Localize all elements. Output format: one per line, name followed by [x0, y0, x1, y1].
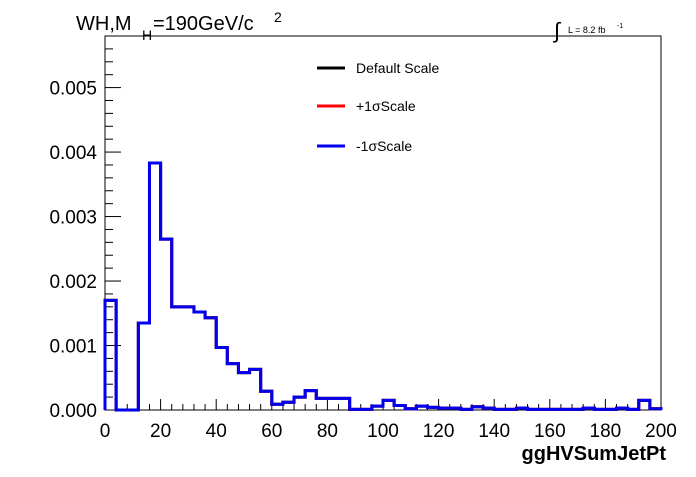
x-tick-label: 60: [261, 421, 282, 442]
lumi-text: L = 8.2 fb: [568, 25, 605, 35]
title-superscript: 2: [274, 9, 282, 25]
x-tick-label: 80: [317, 421, 338, 442]
title-rest: =190GeV/c: [153, 13, 254, 35]
y-tick-label: 0.000: [49, 401, 97, 422]
legend-entry-label: +1σScale: [356, 98, 416, 114]
title-main: WH,M: [76, 13, 132, 35]
legend-entry-label: Default Scale: [356, 60, 439, 76]
integral-sign: ∫: [552, 18, 562, 43]
luminosity-label: ∫ L = 8.2 fb -1: [552, 18, 623, 43]
x-tick-label: 0: [100, 421, 111, 442]
x-tick-label: 180: [590, 421, 622, 442]
y-tick-label: 0.005: [49, 79, 97, 100]
title-subscript: H: [142, 27, 152, 43]
x-tick-label: 160: [534, 421, 566, 442]
legend-entry-label: -1σScale: [356, 138, 412, 154]
x-tick-label: 40: [206, 421, 227, 442]
x-tick-label: 100: [367, 421, 399, 442]
legend: Default Scale +1σScale -1σScale: [317, 60, 439, 154]
y-tick-label: 0.001: [49, 337, 97, 358]
y-tick-label: 0.003: [49, 208, 97, 229]
axes: 0 20 40 60 80 100 120 140 160 180 200 0.000 0.001 0.0…: [49, 35, 677, 442]
y-tick-label: 0.002: [49, 272, 97, 293]
x-axis-label: ggHVSumJetPt: [522, 443, 667, 465]
x-tick-label: 20: [150, 421, 171, 442]
y-tick-label: 0.004: [49, 143, 97, 164]
x-tick-label: 120: [423, 421, 455, 442]
histogram-series: [103, 161, 663, 412]
x-tick-label: 200: [645, 421, 677, 442]
lumi-superscript: -1: [617, 23, 623, 30]
chart-title: WH,M H =190GeV/c 2: [76, 9, 282, 43]
x-tick-label: 140: [478, 421, 510, 442]
histogram-series-line: [103, 161, 663, 412]
